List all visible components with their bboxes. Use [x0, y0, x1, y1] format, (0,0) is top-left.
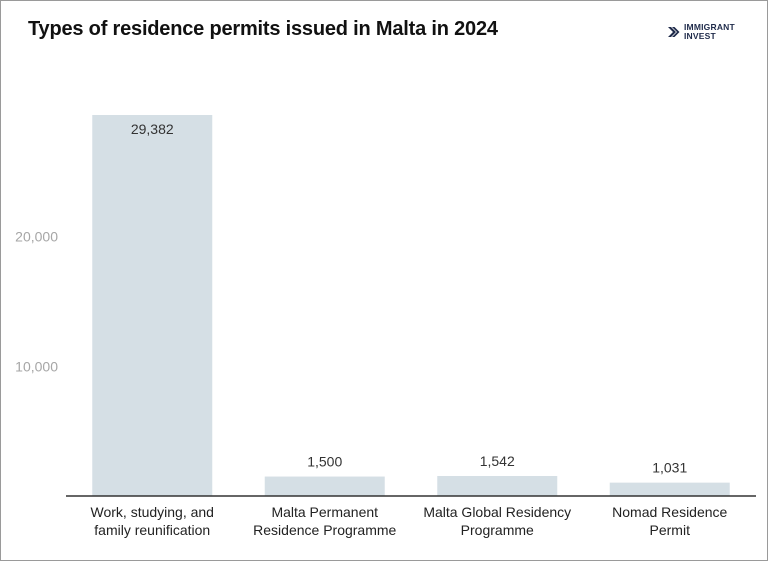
- x-tick-label: Permit: [650, 522, 691, 538]
- bar-value-label: 1,500: [307, 454, 342, 470]
- y-tick-label: 20,000: [15, 229, 58, 245]
- x-tick-label: Work, studying, and: [91, 504, 214, 520]
- brand-line-1: IMMIGRANT: [684, 22, 735, 32]
- x-tick-label: Nomad Residence: [612, 504, 727, 520]
- bar: [264, 476, 385, 496]
- chart-title: Types of residence permits issued in Mal…: [28, 18, 498, 40]
- bar-value-label: 29,382: [131, 121, 174, 137]
- bar-value-label: 1,031: [652, 460, 687, 476]
- bar-value-label: 1,542: [480, 453, 515, 469]
- bar: [437, 476, 558, 496]
- bar: [609, 482, 730, 496]
- x-tick-label: Malta Permanent: [271, 504, 378, 520]
- brand-line-2: INVEST: [684, 31, 716, 41]
- bar: [92, 115, 213, 496]
- x-tick-label: family reunification: [94, 522, 210, 538]
- brand-chevron-icon: [668, 27, 680, 37]
- x-tick-label: Residence Programme: [253, 522, 396, 538]
- brand-logo: IMMIGRANT INVEST: [667, 22, 757, 42]
- x-tick-label: Malta Global Residency: [423, 504, 571, 520]
- y-tick-label: 10,000: [15, 358, 58, 374]
- x-tick-label: Programme: [461, 522, 534, 538]
